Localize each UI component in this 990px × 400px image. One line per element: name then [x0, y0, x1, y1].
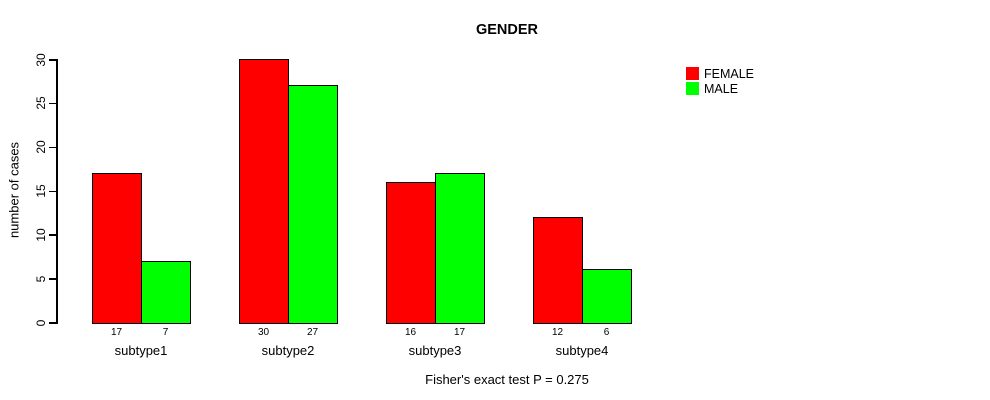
- legend-label-male: MALE: [704, 81, 739, 96]
- bar-male-subtype2: [288, 85, 338, 324]
- legend-item-male: MALE: [686, 81, 754, 96]
- bar-value-label: 30: [257, 327, 270, 338]
- legend-label-female: FEMALE: [704, 66, 755, 81]
- y-tick-mark: [49, 102, 57, 105]
- y-tick-label: 30: [34, 52, 48, 67]
- category-label-subtype3: subtype3: [408, 343, 462, 358]
- chart-title: GENDER: [475, 22, 539, 38]
- bar-value-label: 6: [603, 327, 610, 338]
- y-tick-mark: [49, 59, 57, 61]
- category-label-subtype1: subtype1: [114, 343, 168, 358]
- bar-female-subtype1: [92, 173, 142, 324]
- bar-female-subtype2: [239, 59, 289, 324]
- bar-male-subtype3: [435, 173, 485, 324]
- y-tick-mark: [49, 234, 57, 236]
- bar-value-label: 7: [162, 327, 169, 338]
- male-color-swatch: [686, 82, 699, 95]
- bar-value-label: 17: [110, 327, 123, 338]
- bar-female-subtype4: [533, 217, 583, 324]
- bar-male-subtype1: [141, 261, 191, 324]
- bar-value-label: 12: [551, 327, 564, 338]
- female-color-swatch: [686, 67, 699, 80]
- y-tick-label: 0: [34, 319, 48, 326]
- y-tick-label: 15: [34, 184, 48, 198]
- y-tick-mark: [49, 146, 57, 149]
- category-label-subtype4: subtype4: [555, 343, 609, 358]
- y-tick-mark: [49, 322, 57, 324]
- y-tick-mark: [49, 278, 57, 280]
- legend-item-female: FEMALE: [686, 66, 754, 81]
- bar-female-subtype3: [386, 182, 436, 324]
- y-tick-label: 25: [34, 96, 48, 111]
- bar-value-label: 17: [453, 327, 466, 338]
- y-tick-label: 5: [34, 275, 48, 282]
- legend: FEMALE MALE: [686, 66, 754, 96]
- category-label-subtype2: subtype2: [261, 343, 315, 358]
- bar-male-subtype4: [582, 269, 632, 324]
- y-axis-title: number of cases: [6, 141, 22, 239]
- y-tick-label: 10: [34, 228, 48, 242]
- y-tick-mark: [49, 190, 57, 192]
- bar-value-label: 16: [404, 327, 417, 338]
- statistical-test-annotation: Fisher's exact test P = 0.275: [425, 372, 589, 387]
- y-tick-label: 20: [34, 140, 48, 154]
- bar-value-label: 27: [306, 327, 319, 338]
